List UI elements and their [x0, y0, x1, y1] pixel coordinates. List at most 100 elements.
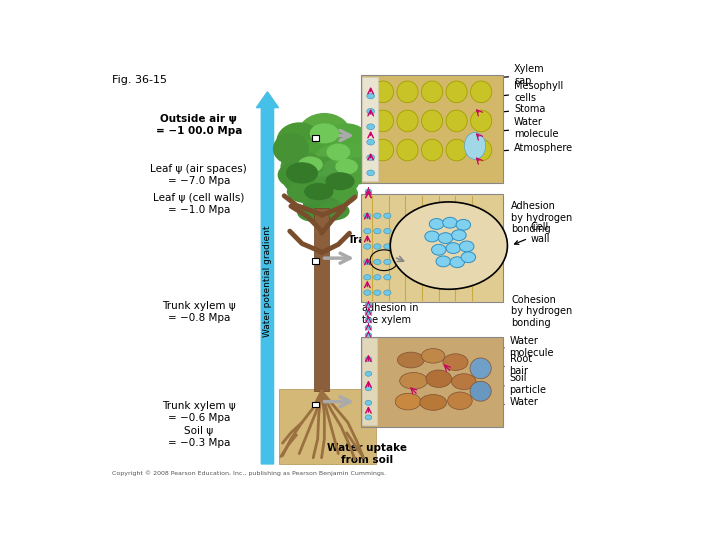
Ellipse shape [287, 181, 325, 202]
Ellipse shape [285, 141, 341, 176]
Ellipse shape [446, 81, 467, 103]
Circle shape [374, 228, 381, 234]
Ellipse shape [443, 354, 468, 370]
Circle shape [429, 219, 444, 230]
Ellipse shape [320, 183, 357, 205]
Ellipse shape [281, 152, 323, 181]
Ellipse shape [323, 124, 370, 164]
Ellipse shape [326, 173, 354, 190]
Text: Leaf ψ (cell walls)
= −1.0 Mpa: Leaf ψ (cell walls) = −1.0 Mpa [153, 193, 245, 215]
Ellipse shape [274, 134, 308, 164]
Ellipse shape [446, 139, 467, 161]
Circle shape [364, 274, 371, 280]
Circle shape [365, 371, 372, 376]
Ellipse shape [421, 349, 445, 363]
Ellipse shape [342, 158, 374, 184]
Ellipse shape [426, 370, 451, 388]
FancyBboxPatch shape [312, 402, 320, 407]
Circle shape [365, 325, 372, 330]
FancyBboxPatch shape [361, 337, 503, 427]
Circle shape [365, 189, 372, 194]
Text: Adhesion
by hydrogen
bonding: Adhesion by hydrogen bonding [511, 201, 572, 234]
Circle shape [364, 213, 371, 219]
Ellipse shape [470, 381, 491, 401]
Ellipse shape [313, 144, 364, 181]
Ellipse shape [301, 187, 343, 208]
Ellipse shape [397, 139, 418, 161]
Ellipse shape [372, 110, 394, 132]
Ellipse shape [372, 139, 394, 161]
Circle shape [461, 252, 476, 262]
Circle shape [374, 244, 381, 249]
Text: Transpiration: Transpiration [348, 235, 426, 245]
Circle shape [365, 310, 372, 315]
Ellipse shape [397, 352, 424, 368]
Ellipse shape [336, 160, 357, 174]
Circle shape [365, 318, 372, 322]
Ellipse shape [451, 374, 476, 389]
Ellipse shape [323, 156, 365, 185]
Ellipse shape [297, 177, 346, 202]
Ellipse shape [279, 163, 315, 187]
Circle shape [384, 213, 391, 219]
Ellipse shape [284, 168, 331, 195]
Circle shape [365, 400, 372, 406]
Ellipse shape [446, 110, 467, 132]
Ellipse shape [310, 124, 338, 143]
Circle shape [384, 259, 391, 265]
Text: Stoma: Stoma [477, 104, 546, 116]
Text: Fig. 36-15: Fig. 36-15 [112, 75, 167, 85]
Ellipse shape [471, 81, 492, 103]
Ellipse shape [372, 81, 394, 103]
Circle shape [443, 217, 457, 228]
Circle shape [366, 109, 374, 114]
Text: Leaf ψ (air spaces)
= −7.0 Mpa: Leaf ψ (air spaces) = −7.0 Mpa [150, 164, 247, 186]
Text: Trunk xylem ψ
= −0.6 Mpa: Trunk xylem ψ = −0.6 Mpa [162, 401, 235, 423]
Ellipse shape [295, 157, 348, 188]
FancyBboxPatch shape [279, 389, 377, 464]
Circle shape [451, 230, 466, 241]
Ellipse shape [333, 144, 372, 171]
Ellipse shape [305, 184, 333, 199]
Ellipse shape [303, 196, 340, 216]
Text: Outside air ψ
= −1 00.0 Mpa: Outside air ψ = −1 00.0 Mpa [156, 114, 242, 136]
Ellipse shape [421, 139, 443, 161]
Text: Atmosphere: Atmosphere [474, 143, 573, 154]
Text: Water
molecule: Water molecule [496, 336, 554, 357]
Text: Xylem
cells: Xylem cells [371, 211, 401, 233]
Ellipse shape [298, 204, 328, 221]
Ellipse shape [448, 392, 472, 409]
Circle shape [384, 274, 391, 280]
Circle shape [436, 256, 451, 267]
Text: Cell
wall: Cell wall [515, 222, 550, 245]
FancyBboxPatch shape [361, 339, 377, 426]
Circle shape [365, 386, 372, 391]
Circle shape [366, 139, 374, 145]
Ellipse shape [317, 202, 349, 220]
Text: Water: Water [496, 397, 539, 407]
Circle shape [365, 302, 372, 308]
Ellipse shape [397, 81, 418, 103]
Circle shape [438, 233, 453, 244]
Ellipse shape [298, 113, 351, 157]
Circle shape [364, 259, 371, 265]
Circle shape [425, 231, 439, 242]
Circle shape [366, 170, 374, 176]
Text: Soil
particle: Soil particle [496, 373, 546, 395]
Circle shape [459, 241, 474, 252]
Circle shape [374, 290, 381, 295]
Circle shape [446, 242, 461, 253]
Text: Xylem
sap: Xylem sap [480, 64, 545, 86]
Circle shape [365, 415, 372, 420]
Ellipse shape [420, 395, 446, 410]
Text: Trunk xylem ψ
= −0.8 Mpa: Trunk xylem ψ = −0.8 Mpa [162, 301, 235, 323]
Circle shape [374, 259, 381, 265]
Ellipse shape [312, 169, 359, 195]
Circle shape [366, 124, 374, 130]
FancyBboxPatch shape [361, 75, 503, 183]
Ellipse shape [470, 358, 491, 379]
FancyBboxPatch shape [312, 135, 320, 141]
FancyBboxPatch shape [361, 194, 503, 302]
Circle shape [364, 290, 371, 295]
Circle shape [431, 244, 446, 255]
